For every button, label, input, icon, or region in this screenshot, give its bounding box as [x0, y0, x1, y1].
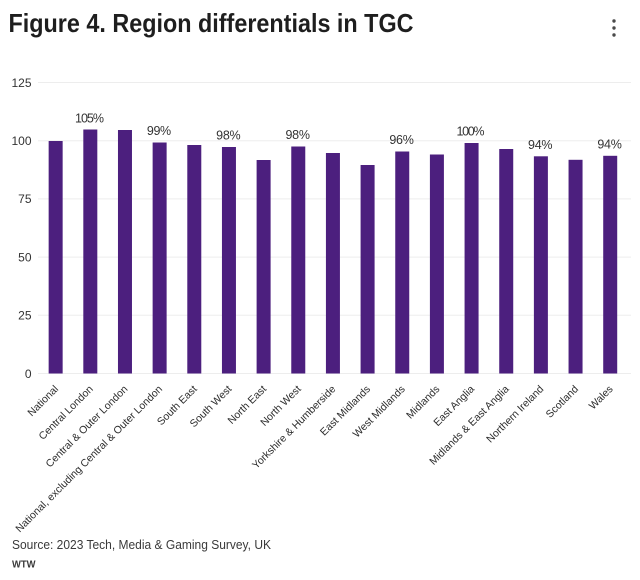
svg-text:Figure 4. Region differentials: Figure 4. Region differentials in TGC: [9, 8, 414, 38]
svg-text:105%: 105%: [75, 111, 104, 125]
svg-text:25: 25: [18, 309, 32, 323]
svg-text:0: 0: [25, 367, 32, 381]
svg-text:99%: 99%: [147, 124, 171, 138]
svg-text:100: 100: [11, 134, 31, 148]
svg-text:94%: 94%: [597, 138, 622, 152]
svg-text:125: 125: [11, 76, 31, 90]
svg-text:98%: 98%: [285, 128, 310, 142]
svg-text:98%: 98%: [216, 129, 241, 143]
svg-text:75: 75: [18, 192, 32, 206]
svg-text:96%: 96%: [389, 133, 414, 147]
svg-text:WTW: WTW: [12, 559, 36, 571]
svg-text:Source: 2023 Tech, Media & Gam: Source: 2023 Tech, Media & Gaming Survey…: [12, 537, 271, 552]
svg-text:50: 50: [18, 250, 32, 264]
svg-text:94%: 94%: [528, 138, 553, 152]
svg-text:100%: 100%: [457, 125, 485, 139]
